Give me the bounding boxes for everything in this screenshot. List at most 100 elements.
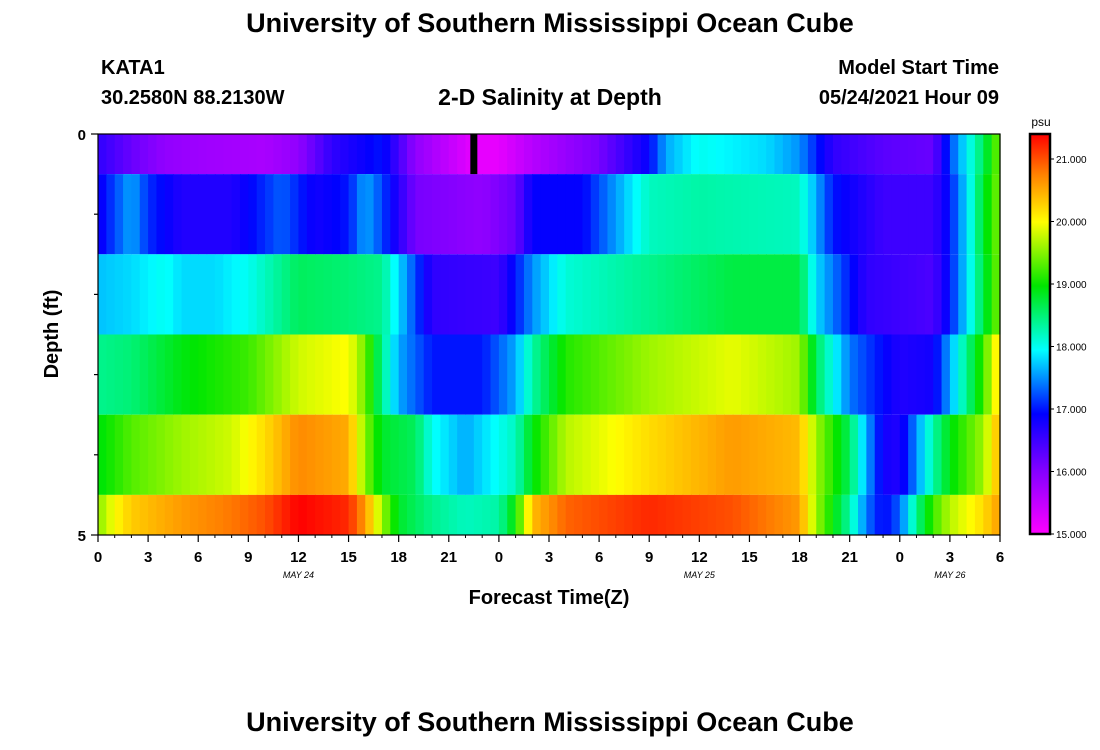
heatmap-cell [716, 254, 725, 335]
heatmap-cell [824, 254, 834, 335]
heatmap-cell [607, 334, 617, 415]
heatmap-cell [874, 174, 884, 255]
heatmap-cell [665, 174, 675, 255]
heatmap-cell [398, 494, 408, 535]
heatmap-cell [766, 174, 776, 255]
heatmap-cell [674, 334, 684, 415]
heatmap-cell [340, 174, 350, 255]
heatmap-cell [407, 334, 416, 415]
heatmap-cell [156, 334, 166, 415]
heatmap-cell [248, 174, 258, 255]
heatmap-cell [699, 494, 709, 535]
heatmap-cell [607, 174, 617, 255]
heatmap-cell [707, 494, 717, 535]
heatmap-cell [457, 254, 467, 335]
heatmap-cell [273, 414, 283, 495]
heatmap-cell [123, 414, 133, 495]
heatmap-cell [198, 334, 208, 415]
heatmap-cell [615, 334, 625, 415]
heatmap-cell [866, 494, 876, 535]
heatmap-cell [774, 254, 784, 335]
heatmap-cell [231, 134, 241, 175]
heatmap-cell [356, 334, 366, 415]
heatmap-cell [482, 334, 492, 415]
heatmap-cell [549, 414, 558, 495]
heatmap-cell [340, 494, 350, 535]
heatmap-cell [841, 494, 851, 535]
heatmap-cell [766, 494, 776, 535]
heatmap-cell [490, 414, 500, 495]
heatmap-cell [724, 334, 734, 415]
heatmap-cell [407, 134, 416, 175]
x-tick-label: 15 [340, 549, 357, 566]
heatmap-cell [949, 494, 959, 535]
heatmap-cell [849, 334, 859, 415]
heatmap-cell [290, 494, 300, 535]
x-tick-label: 21 [841, 549, 858, 566]
heatmap-cell [248, 254, 258, 335]
heatmap-cell [665, 334, 675, 415]
heatmap-cell [741, 494, 751, 535]
heatmap-cell [123, 134, 133, 175]
heatmap-cell [365, 174, 375, 255]
heatmap-cell [908, 134, 918, 175]
heatmap-cell [933, 174, 943, 255]
heatmap-cell [415, 494, 425, 535]
heatmap-cell [724, 414, 734, 495]
heatmap-cell [507, 174, 517, 255]
heatmap-cell [732, 254, 742, 335]
heatmap-cell [381, 174, 391, 255]
heatmap-cell [949, 334, 959, 415]
heatmap-cell [899, 174, 909, 255]
heatmap-cell [532, 334, 542, 415]
heatmap-cell [649, 254, 659, 335]
main-title: University of Southern Mississippi Ocean… [246, 8, 854, 38]
x-tick-label: 18 [791, 549, 808, 566]
heatmap-cell [189, 174, 199, 255]
heatmap-cell [557, 174, 567, 255]
heatmap-cell [665, 414, 675, 495]
heatmap-cell [866, 174, 876, 255]
heatmap-cell [908, 334, 918, 415]
heatmap-cell [732, 494, 742, 535]
heatmap-cell [331, 134, 341, 175]
heatmap-cell [799, 134, 809, 175]
heatmap-cell [899, 134, 909, 175]
date-label: MAY 26 [934, 570, 965, 580]
heatmap-cell [139, 334, 149, 415]
heatmap-cell [356, 494, 366, 535]
heatmap-cell [991, 134, 1001, 175]
heatmap-cell [707, 254, 717, 335]
heatmap-cell [114, 334, 124, 415]
heatmap-cell [599, 254, 609, 335]
heatmap-cell [465, 254, 475, 335]
heatmap-cell [498, 254, 508, 335]
heatmap-cell [824, 334, 834, 415]
heatmap-cell [457, 174, 467, 255]
heatmap-cell [423, 174, 433, 255]
heatmap-cell [807, 414, 817, 495]
heatmap-cell [473, 494, 483, 535]
heatmap-cell [482, 494, 492, 535]
heatmap-cell [457, 334, 467, 415]
heatmap-cell [924, 174, 934, 255]
heatmap-cell [306, 334, 316, 415]
heatmap-cell [223, 494, 233, 535]
heatmap-cell [273, 174, 283, 255]
heatmap-cell [340, 134, 350, 175]
heatmap-cell [682, 414, 692, 495]
heatmap-cell [649, 134, 659, 175]
station-id: KATA1 [101, 57, 165, 79]
heatmap-cell [899, 414, 909, 495]
heatmap-cell [290, 334, 300, 415]
heatmap-cell [682, 494, 692, 535]
heatmap-cell [457, 134, 467, 175]
heatmap-cell [498, 414, 508, 495]
heatmap-cell [114, 174, 124, 255]
heatmap-cell [407, 414, 416, 495]
heatmap-cell [716, 414, 725, 495]
heatmap-cell [223, 254, 233, 335]
heatmap-cell [256, 174, 266, 255]
heatmap-cell [214, 174, 224, 255]
heatmap-cell [181, 254, 191, 335]
